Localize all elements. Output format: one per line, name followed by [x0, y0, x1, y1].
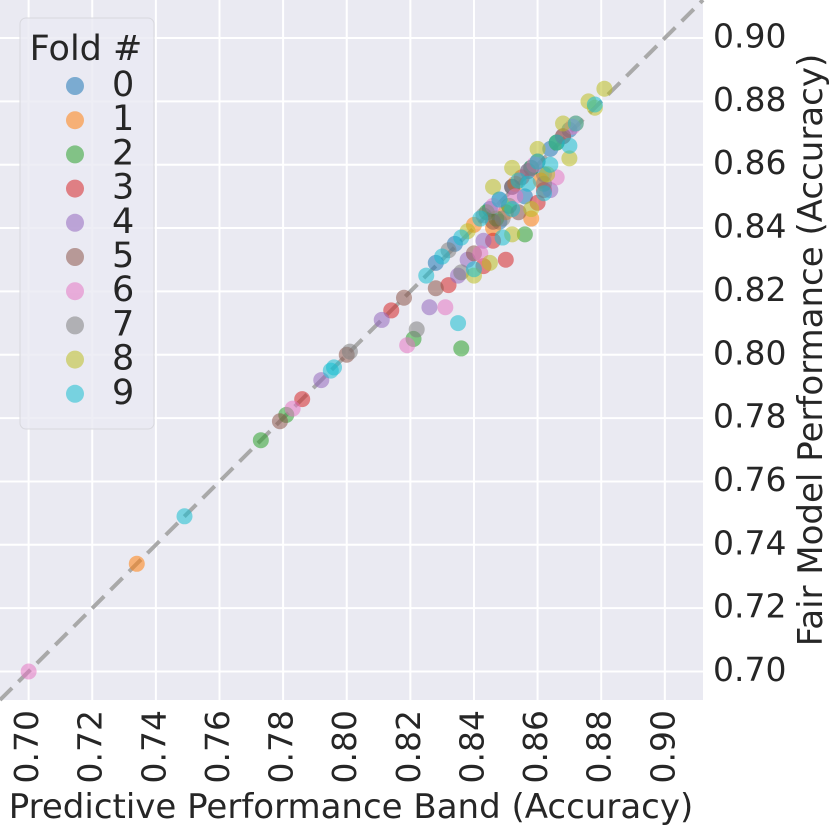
data-point-fold-9 [520, 175, 537, 192]
data-point-fold-6 [437, 299, 454, 316]
data-point-fold-6 [507, 188, 524, 205]
data-point-fold-8 [596, 80, 613, 97]
legend-label: 0 [112, 65, 134, 105]
legend-marker [66, 179, 84, 198]
y-tick-labels: 0.70 0.72 0.74 0.76 0.78 0.80 0.82 0.84 0.86 0.88… [713, 17, 786, 689]
data-point-fold-9 [453, 229, 470, 246]
legend-box [19, 17, 155, 430]
data-point-fold-1 [128, 555, 145, 572]
data-point-fold-5 [395, 289, 412, 306]
x-axis-label: Predictive Performance Band (Accuracy) [9, 787, 694, 825]
data-point-fold-6 [399, 337, 416, 354]
legend-marker [66, 111, 84, 130]
legend-label: 1 [112, 99, 134, 139]
legend-label: 6 [112, 270, 134, 310]
data-point-fold-7 [341, 343, 358, 360]
data-point-fold-4 [373, 311, 390, 328]
data-point-fold-9 [491, 191, 508, 208]
legend-label: 3 [112, 168, 134, 208]
x-tick-label: 0.80 [325, 710, 364, 783]
data-point-fold-8 [481, 254, 498, 271]
data-point-fold-8 [555, 115, 572, 132]
data-point-fold-9 [529, 153, 546, 170]
legend-marker [66, 282, 84, 301]
data-point-fold-2 [516, 226, 533, 243]
data-point-fold-9 [542, 156, 559, 173]
legend-marker [66, 350, 84, 369]
x-tick-label: 0.76 [198, 710, 237, 783]
data-point-fold-8 [485, 178, 502, 195]
legend-label: 4 [112, 202, 134, 242]
data-point-fold-9 [567, 115, 584, 132]
legend-marker [66, 316, 84, 335]
data-point-fold-3 [497, 251, 514, 268]
data-point-fold-9 [586, 96, 603, 113]
x-tick-label: 0.70 [7, 710, 46, 783]
data-point-fold-9 [548, 134, 565, 151]
x-tick-label: 0.90 [643, 710, 682, 783]
y-tick-label: 0.80 [713, 333, 786, 372]
legend-marker [66, 384, 84, 403]
legend-marker [66, 145, 84, 164]
data-point-fold-4 [421, 299, 438, 316]
data-point-fold-9 [494, 229, 511, 246]
x-tick-label: 0.72 [71, 710, 110, 783]
data-point-fold-9 [450, 315, 467, 332]
x-tick-label: 0.84 [452, 710, 491, 783]
data-point-fold-8 [529, 140, 546, 157]
data-point-fold-8 [561, 150, 578, 167]
data-point-fold-9 [326, 359, 343, 376]
legend-marker [66, 213, 84, 232]
y-tick-label: 0.78 [713, 397, 786, 436]
data-point-fold-7 [408, 321, 425, 338]
data-point-fold-9 [472, 210, 489, 227]
x-tick-label: 0.88 [580, 710, 619, 783]
data-point-fold-6 [20, 663, 37, 680]
y-tick-label: 0.76 [713, 460, 786, 499]
data-point-fold-8 [504, 159, 521, 176]
legend-title: Fold # [30, 29, 143, 69]
data-point-fold-2 [252, 432, 269, 449]
legend-label: 2 [112, 133, 134, 173]
x-tick-labels: 0.70 0.72 0.74 0.76 0.78 0.80 0.82 0.84 0.86 0.88… [7, 710, 682, 783]
y-tick-label: 0.74 [713, 523, 786, 562]
data-point-fold-2 [453, 340, 470, 357]
data-point-fold-8 [523, 201, 540, 218]
data-point-fold-9 [504, 201, 521, 218]
y-tick-label: 0.72 [713, 587, 786, 626]
x-tick-label: 0.74 [134, 710, 173, 783]
y-tick-label: 0.90 [713, 17, 786, 56]
y-tick-label: 0.84 [713, 207, 786, 246]
y-tick-label: 0.88 [713, 80, 786, 119]
data-point-fold-7 [453, 264, 470, 281]
x-tick-label: 0.78 [262, 710, 301, 783]
x-tick-label: 0.86 [516, 710, 555, 783]
data-point-fold-9 [465, 261, 482, 278]
legend-marker [66, 77, 84, 95]
gridlines [0, 0, 703, 700]
data-point-fold-4 [475, 232, 492, 249]
data-point-fold-5 [427, 280, 444, 297]
legend-label: 8 [112, 339, 134, 379]
y-tick-label: 0.82 [713, 270, 786, 309]
data-point-fold-5 [271, 413, 288, 430]
y-tick-label: 0.70 [713, 650, 786, 689]
legend-label: 7 [112, 304, 134, 344]
y-axis-label: Fair Model Performance (Accuracy) [791, 54, 830, 646]
data-point-fold-9 [176, 508, 193, 525]
data-point-fold-9 [535, 185, 552, 202]
data-point-fold-9 [434, 248, 451, 265]
y-tick-label: 0.86 [713, 143, 786, 182]
data-point-fold-6 [284, 400, 301, 417]
data-point-fold-9 [418, 267, 435, 284]
legend-label: 9 [112, 373, 134, 413]
data-point-fold-9 [561, 137, 578, 154]
x-tick-label: 0.82 [389, 710, 428, 783]
legend-label: 5 [112, 236, 134, 276]
legend-marker [66, 248, 84, 266]
data-points [20, 80, 613, 680]
